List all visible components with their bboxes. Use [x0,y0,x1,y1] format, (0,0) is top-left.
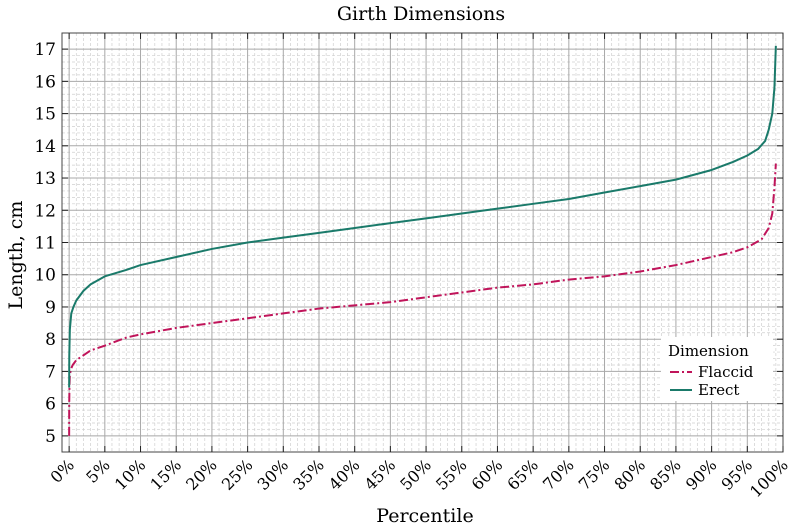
legend-title: Dimension [668,342,749,360]
y-tick-label: 8 [45,330,56,350]
legend: Dimension Flaccid Erect [661,337,773,401]
x-tick-label: 80% [610,455,649,494]
y-tick-label: 6 [45,395,56,415]
y-tick-label: 7 [45,362,56,382]
y-tick-label: 11 [34,234,56,254]
legend-label-erect: Erect [698,381,739,399]
y-tick-label: 14 [34,137,56,157]
x-tick-label: 85% [646,455,685,494]
x-tick-label: 75% [575,455,614,494]
series-line-flaccid [68,163,777,436]
x-tick-label: 100% [746,455,792,501]
y-tick-label: 9 [45,298,56,318]
x-tick-label: 70% [539,455,578,494]
y-tick-label: 17 [34,40,56,60]
y-tick-label: 5 [45,427,56,447]
x-tick-label: 65% [503,455,542,494]
x-tick-label: 25% [218,455,257,494]
x-tick-label: 15% [146,455,185,494]
y-tick-label: 12 [34,201,56,221]
series-lines [68,45,777,436]
y-tick-label: 15 [34,105,56,125]
y-tick-label: 16 [34,72,56,92]
y-tick-label: 10 [34,266,56,286]
x-tick-label: 30% [254,455,293,494]
x-tick-label: 55% [432,455,471,494]
x-tick-label: 60% [468,455,507,494]
series-line-erect [68,45,777,388]
x-tick-label: 40% [325,455,364,494]
x-tick-label: 20% [182,455,221,494]
x-tick-label: 0% [47,455,78,486]
grid [62,33,784,452]
x-tick-label: 90% [682,455,721,494]
y-tick-label: 13 [34,169,56,189]
x-tick-label: 50% [396,455,435,494]
x-tick-label: 35% [289,455,328,494]
x-axis-label: Percentile [376,505,473,527]
chart-title: Girth Dimensions [337,3,505,25]
y-axis-label: Length, cm [5,201,27,310]
legend-label-flaccid: Flaccid [698,363,754,381]
x-tick-label: 10% [111,455,150,494]
x-tick-label: 45% [361,455,400,494]
x-tick-label: 5% [82,455,113,486]
